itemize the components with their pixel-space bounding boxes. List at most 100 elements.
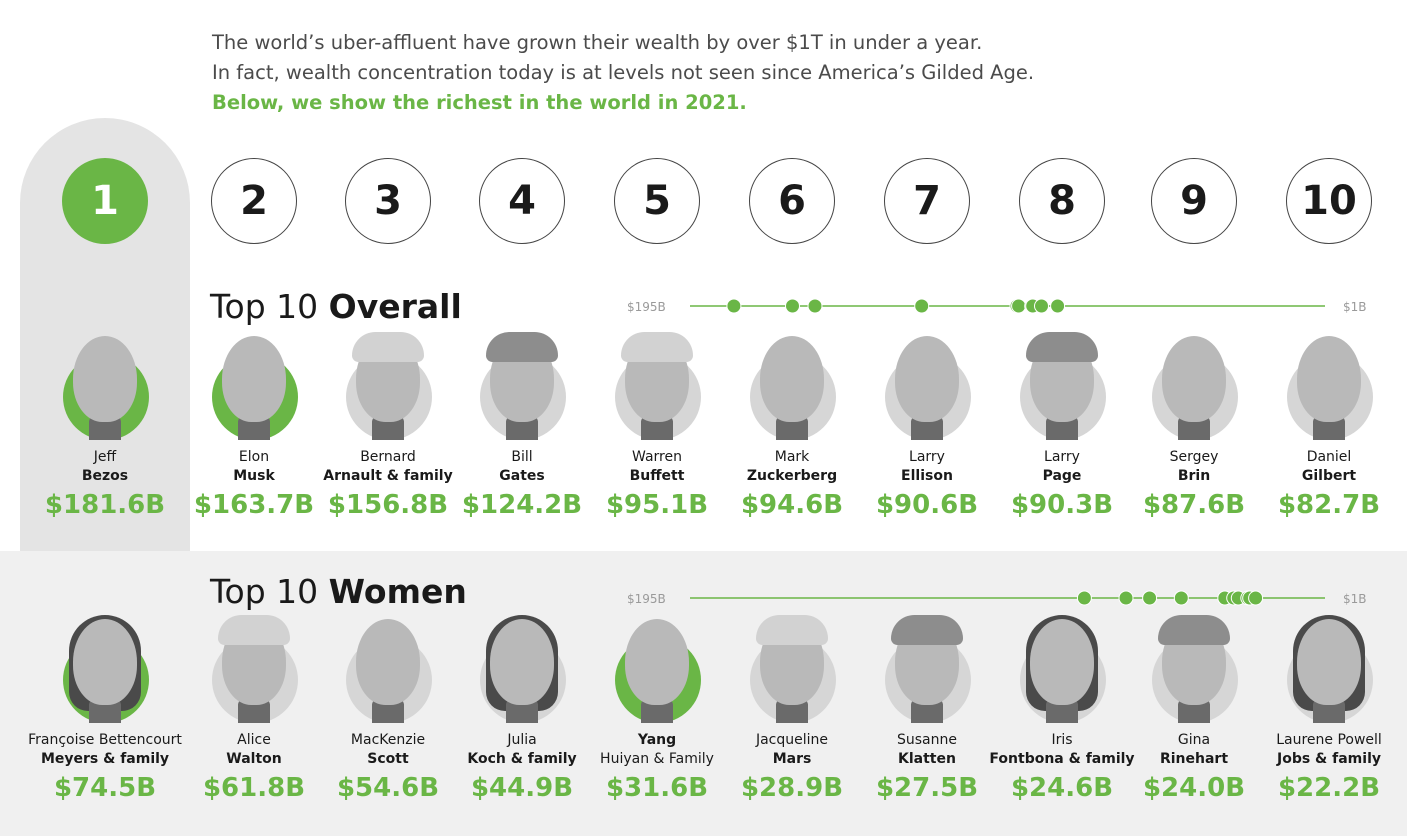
first-name: Jeff: [93, 449, 117, 465]
portrait: [342, 332, 434, 440]
women-wealth-scale: $195B $1B: [600, 588, 1390, 608]
wealth-dot: [726, 298, 742, 314]
net-worth-label: $61.8B: [202, 773, 306, 803]
portrait: [1016, 332, 1108, 440]
portrait: [342, 615, 434, 723]
net-worth-label: $181.6B: [44, 490, 166, 520]
net-worth-label: $31.6B: [605, 773, 709, 803]
net-worth-label: $24.0B: [1142, 773, 1246, 803]
last-name: Mars: [772, 751, 812, 767]
portrait: [881, 615, 973, 723]
intro-line-2: In fact, wealth concentration today is a…: [212, 61, 1035, 84]
net-worth-label: $95.1B: [605, 490, 709, 520]
first-name: Elon: [238, 449, 270, 465]
net-worth-label: $74.5B: [53, 773, 157, 803]
portrait: [881, 332, 973, 440]
portrait: [208, 615, 300, 723]
rank-badge-5: 5: [614, 158, 700, 244]
portrait: [1283, 332, 1375, 440]
last-name: Gates: [499, 468, 545, 484]
rank-badge-3: 3: [345, 158, 431, 244]
first-name: Julia: [507, 732, 537, 748]
first-name: Susanne: [897, 732, 957, 748]
wealth-dot: [785, 298, 800, 314]
net-worth-label: $82.7B: [1277, 490, 1381, 520]
last-name: Arnault & family: [323, 468, 453, 484]
wealth-dot: [807, 298, 823, 314]
last-name: Klatten: [898, 751, 956, 767]
net-worth-label: $156.8B: [327, 490, 449, 520]
wealth-dot: [1076, 590, 1092, 606]
first-name: Larry: [1044, 449, 1080, 465]
women-person-card: Iris Fontbona & family $24.6B: [977, 615, 1147, 803]
overall-person-card: Sergey Brin $87.6B: [1109, 332, 1279, 520]
overall-title-prefix: Top 10: [210, 287, 319, 326]
overall-person-card: Daniel Gilbert $82.7B: [1244, 332, 1407, 520]
portrait: [746, 332, 838, 440]
portrait: [476, 332, 568, 440]
overall-person-card: Larry Page $90.3B: [977, 332, 1147, 520]
net-worth-label: $124.2B: [461, 490, 583, 520]
net-worth-label: $90.6B: [875, 490, 979, 520]
women-person-card: Julia Koch & family $44.9B: [437, 615, 607, 803]
wealth-dot: [1248, 590, 1264, 606]
scale-min-label: $1B: [1343, 300, 1367, 314]
first-name: Jacqueline: [755, 732, 829, 748]
last-name: Zuckerberg: [746, 468, 838, 484]
rank-badge-4: 4: [479, 158, 565, 244]
women-title: Top 10 Women: [210, 572, 467, 611]
last-name: Bezos: [81, 468, 129, 484]
overall-person-card: Mark Zuckerberg $94.6B: [707, 332, 877, 520]
portrait: [1148, 332, 1240, 440]
portrait: [59, 332, 151, 440]
women-person-card: Yang Huiyan & Family $31.6B: [572, 615, 742, 803]
overall-person-card: Elon Musk $163.7B: [169, 332, 339, 520]
portrait: [59, 615, 151, 723]
portrait: [1016, 615, 1108, 723]
last-name: Scott: [367, 751, 409, 767]
women-person-card: Alice Walton $61.8B: [169, 615, 339, 803]
wealth-dot: [1034, 298, 1049, 314]
net-worth-label: $163.7B: [193, 490, 315, 520]
women-person-card: Jacqueline Mars $28.9B: [707, 615, 877, 803]
scale-max-label: $195B: [627, 300, 666, 314]
wealth-dot: [914, 298, 930, 314]
last-name: Brin: [1177, 468, 1211, 484]
rank-badge-2: 2: [211, 158, 297, 244]
overall-title: Top 10 Overall: [210, 287, 462, 326]
scale-max-label: $195B: [627, 592, 666, 606]
overall-wealth-scale: $195B $1B: [600, 296, 1390, 316]
first-name: Bernard: [360, 449, 416, 465]
first-name: Gina: [1177, 732, 1211, 748]
wealth-scale-svg: $195B $1B: [627, 298, 1367, 314]
scale-min-label: $1B: [1343, 592, 1367, 606]
overall-person-card: Bill Gates $124.2B: [437, 332, 607, 520]
last-name: Gilbert: [1301, 468, 1357, 484]
first-name: Iris: [1051, 732, 1073, 748]
first-name: Daniel: [1306, 449, 1352, 465]
net-worth-label: $44.9B: [470, 773, 574, 803]
wealth-dot: [1011, 298, 1027, 314]
last-name: Walton: [226, 751, 282, 767]
net-worth-label: $24.6B: [1010, 773, 1114, 803]
women-person-card: Laurene Powell Jobs & family $22.2B: [1244, 615, 1407, 803]
portrait: [746, 615, 838, 723]
wealth-scale-svg: $195B $1B: [627, 590, 1367, 606]
overall-person-card: Bernard Arnault & family $156.8B: [303, 332, 473, 520]
women-person-card: Françoise Bettencourt Meyers & family $74.…: [20, 615, 190, 803]
women-title-bold: Women: [328, 572, 467, 611]
wealth-dot: [1173, 590, 1189, 606]
last-name: Meyers & family: [40, 751, 170, 767]
net-worth-label: $27.5B: [875, 773, 979, 803]
portrait: [1283, 615, 1375, 723]
rank-badge-7: 7: [884, 158, 970, 244]
first-name: Sergey: [1169, 449, 1219, 465]
overall-person-card: Jeff Bezos $181.6B: [20, 332, 190, 520]
portrait: [611, 332, 703, 440]
last-name: Jobs & family: [1277, 751, 1381, 767]
wealth-dot: [1050, 298, 1066, 314]
last-name: Page: [1042, 468, 1082, 484]
first-name: Bill: [511, 449, 533, 465]
intro-line-1: The world’s uber-affluent have grown the…: [212, 31, 983, 54]
first-name: Françoise Bettencourt: [28, 732, 182, 748]
